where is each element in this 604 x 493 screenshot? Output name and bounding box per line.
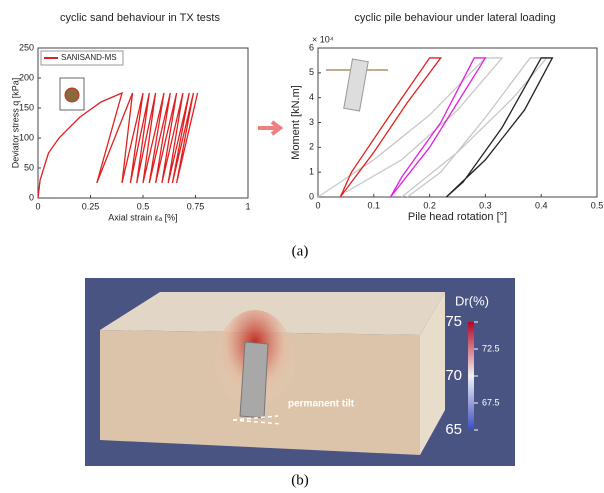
caption: (a) <box>292 243 309 259</box>
y-tick-label: 2 <box>309 142 314 152</box>
annotation: permanent tilt <box>288 399 355 410</box>
y-tick-label: 5 <box>309 67 314 77</box>
x-tick-label: 1 <box>245 201 250 211</box>
x-tick-label: 0.5 <box>137 201 150 211</box>
data-line <box>339 57 443 198</box>
chart-title: cyclic sand behaviour in TX tests <box>60 12 220 24</box>
panel-arrow <box>258 120 284 136</box>
data-line <box>401 57 549 198</box>
y-tick-label: 150 <box>19 102 34 112</box>
tilt-lines <box>232 415 283 425</box>
y-multiplier: × 10⁴ <box>312 34 334 44</box>
x-tick-label: 0 <box>315 200 320 210</box>
colorbar-title: Dr(%) <box>455 293 489 308</box>
x-tick-label: 0.4 <box>535 200 548 210</box>
y-tick-label: 3 <box>309 117 314 127</box>
y-tick-label: 50 <box>24 162 34 172</box>
y-tick-label: 1 <box>309 167 314 177</box>
legend-box <box>40 50 124 66</box>
x-tick-label: 0.2 <box>423 200 436 210</box>
x-tick-label: 0.3 <box>479 200 492 210</box>
legend-label: SANISAND-MS <box>61 53 117 62</box>
x-tick-label: 0.1 <box>368 200 381 210</box>
block-top <box>100 292 445 335</box>
y-tick-label: 250 <box>19 42 34 52</box>
x-tick-label: 0.75 <box>187 201 205 211</box>
block-side <box>420 292 445 455</box>
specimen-icon <box>59 77 85 111</box>
y-tick-label: 0 <box>309 191 314 201</box>
y-tick-label: 0 <box>29 192 34 202</box>
caption: (b) <box>291 472 309 488</box>
x-tick-label: 0.5 <box>591 200 604 210</box>
colorbar <box>468 322 474 430</box>
y-axis-label: Deviator stress q [kPa] <box>10 78 20 169</box>
y-axis-label: Moment [kN.m] <box>290 85 302 160</box>
data-line <box>389 57 487 198</box>
colorbar-tick-label: 75 <box>445 313 462 330</box>
colorbar-tick-label: 65 <box>445 421 462 438</box>
x-axis-label: Pile head rotation [°] <box>408 211 507 223</box>
colorbar-tick-label: 70 <box>445 367 462 384</box>
data-line <box>37 91 199 199</box>
data-line <box>445 57 554 198</box>
colorbar-tick-label: 72.5 <box>482 343 500 353</box>
y-tick-label: 100 <box>19 132 34 142</box>
y-tick-label: 6 <box>309 42 314 52</box>
inset-pile <box>343 58 369 112</box>
data-line <box>317 57 504 198</box>
colorbar-tick-label: 67.5 <box>482 397 500 407</box>
x-axis-label: Axial strain εₐ [%] <box>108 212 177 222</box>
specimen-grains <box>64 87 80 103</box>
x-tick-label: 0 <box>35 201 40 211</box>
chart-title: cyclic pile behaviour under lateral load… <box>354 12 555 24</box>
pile <box>239 341 269 419</box>
x-tick-label: 0.25 <box>82 201 100 211</box>
y-tick-label: 200 <box>19 72 34 82</box>
y-tick-label: 4 <box>309 92 314 102</box>
